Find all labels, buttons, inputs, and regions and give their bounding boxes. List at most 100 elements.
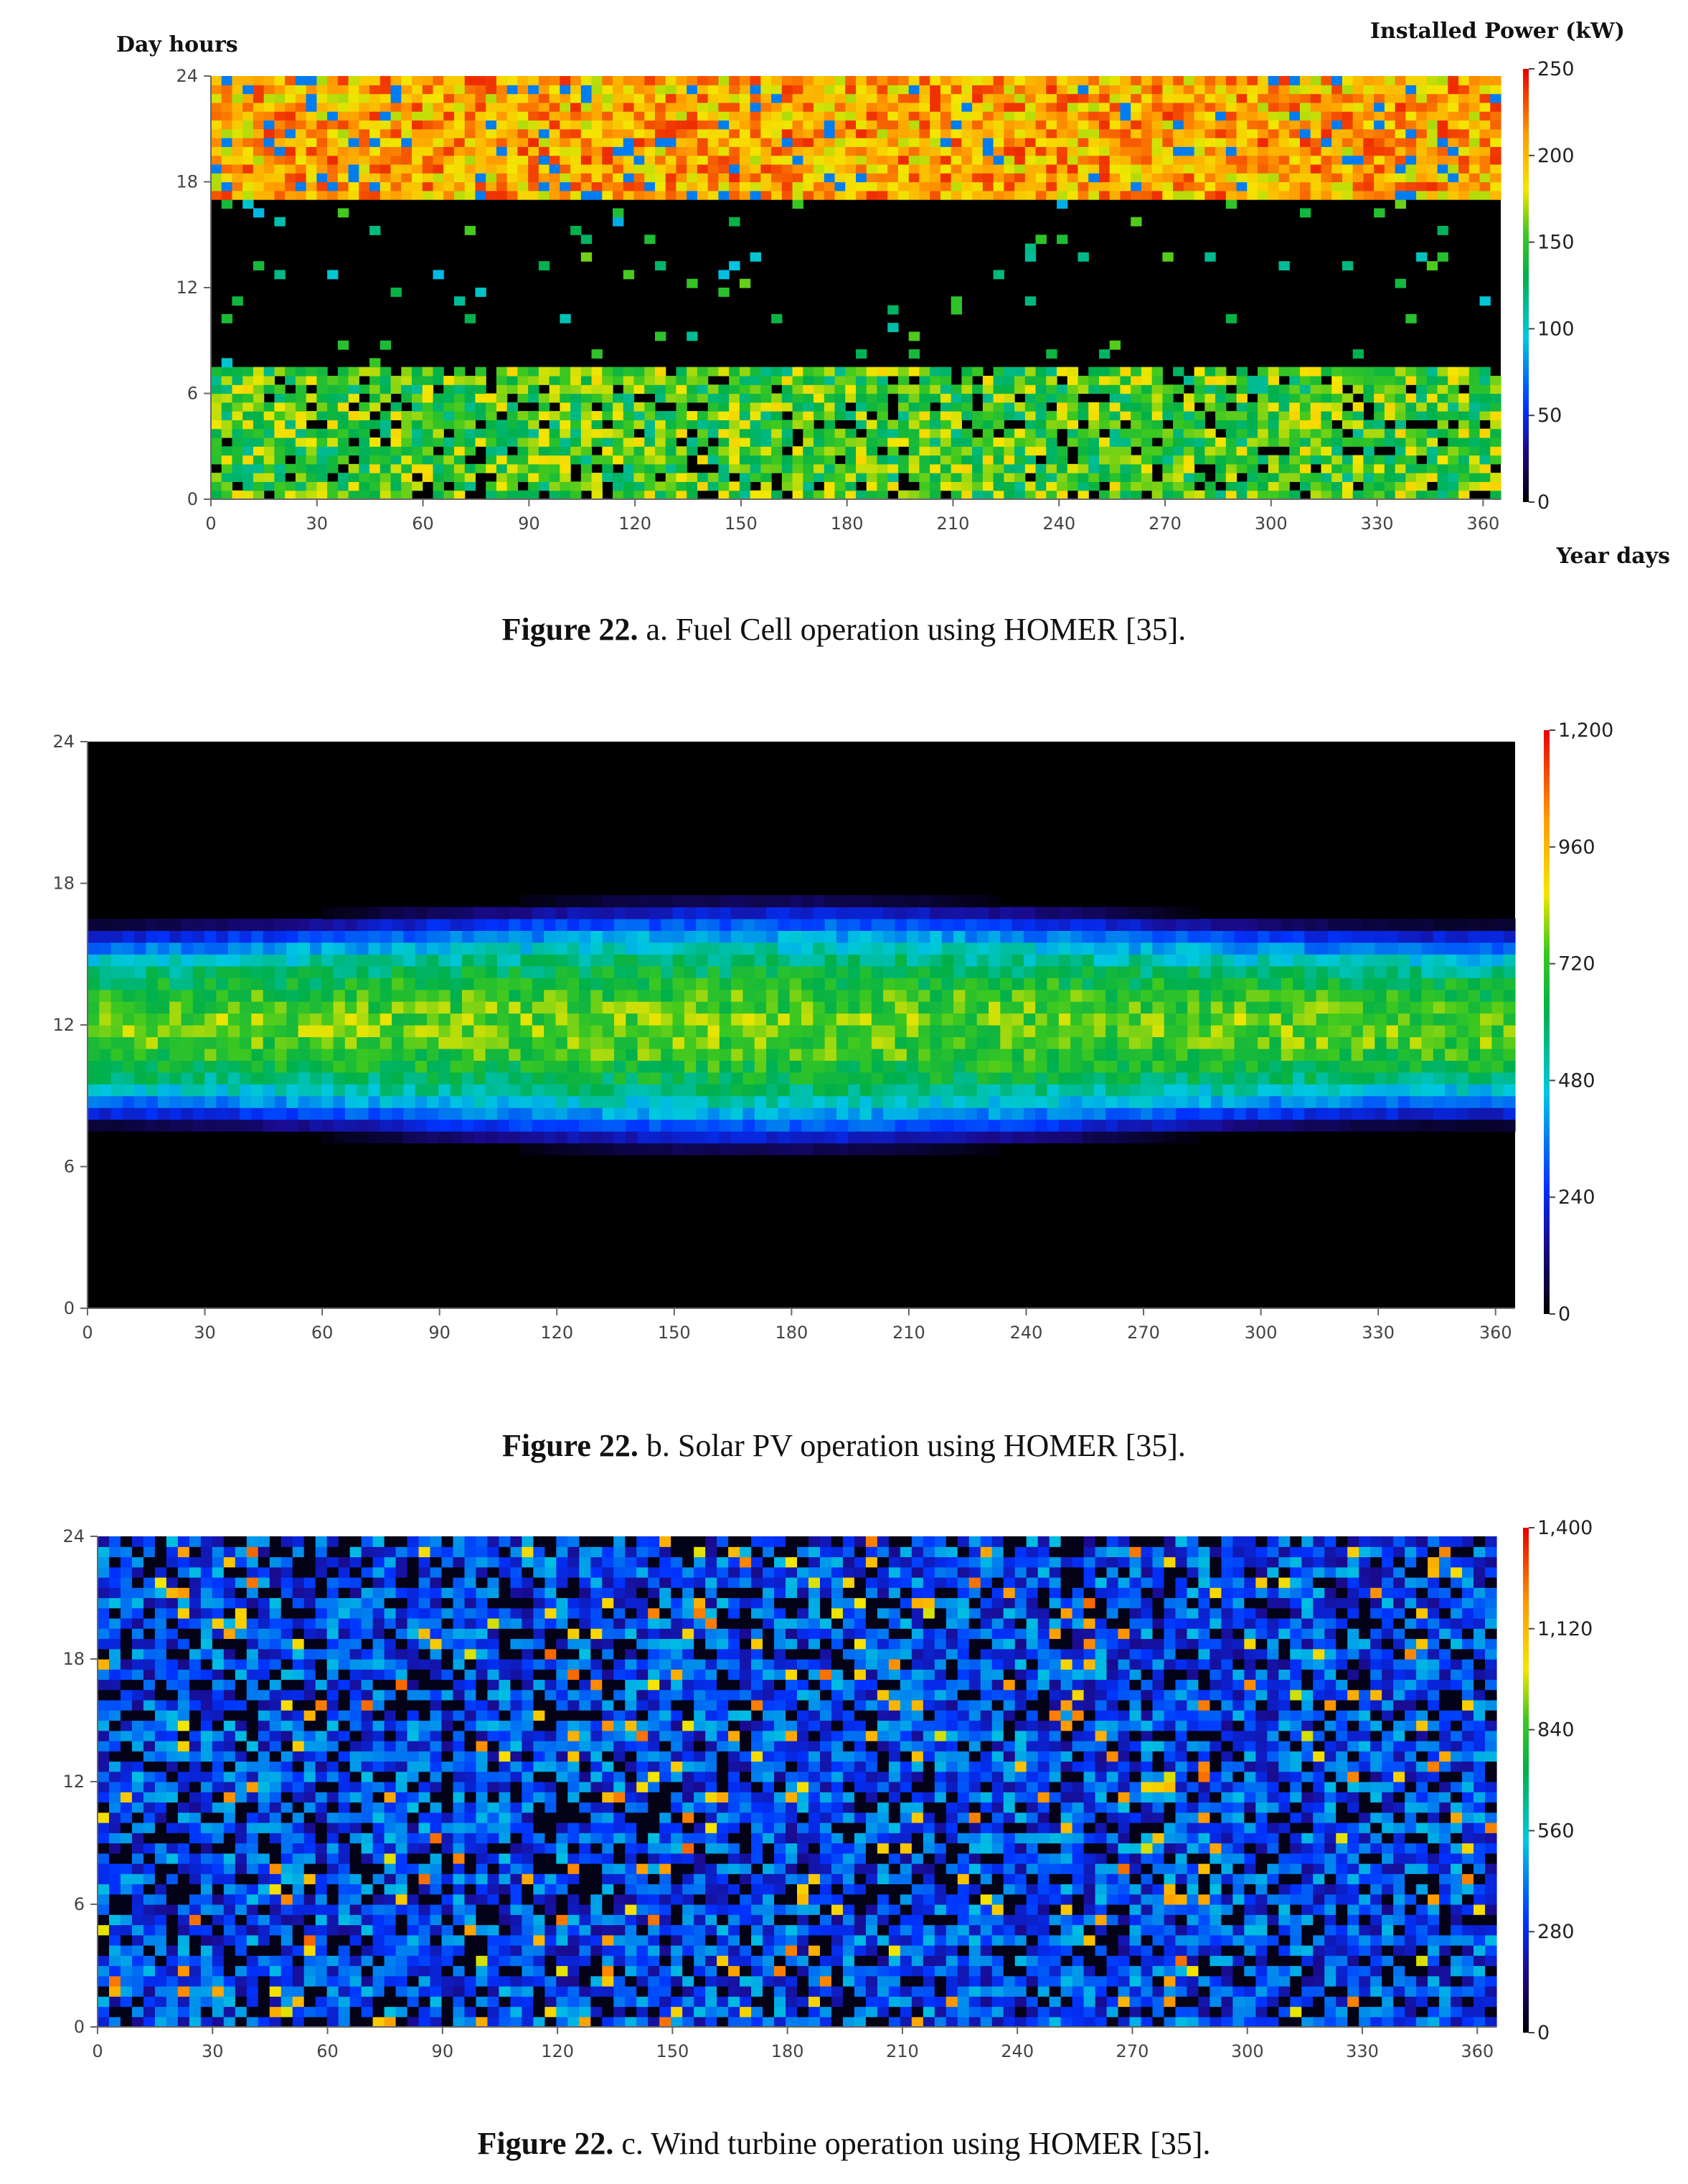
- heatmap-cell: [883, 894, 896, 908]
- heatmap-cell: [696, 1084, 709, 1097]
- heatmap-cell: [1014, 102, 1026, 112]
- heatmap-cell: [1448, 146, 1459, 156]
- heatmap-cell: [216, 1060, 229, 1073]
- heatmap-cell: [359, 402, 370, 412]
- heatmap-cell: [157, 1001, 170, 1014]
- heatmap-cell: [1299, 181, 1311, 192]
- heatmap-cell: [778, 907, 791, 920]
- heatmap-cell: [1183, 402, 1195, 412]
- heatmap-cell: [580, 120, 593, 130]
- heatmap-cell: [919, 138, 930, 147]
- heatmap-cell: [897, 128, 910, 138]
- heatmap-cell: [263, 402, 275, 412]
- heatmap-cell: [232, 155, 243, 165]
- heatmap-cell: [1024, 411, 1037, 420]
- heatmap-cell: [687, 128, 698, 138]
- heatmap-cell: [1141, 111, 1153, 121]
- heatmap-cell: [1204, 164, 1216, 174]
- heatmap-cell: [286, 1048, 299, 1061]
- heatmap-cell: [1363, 375, 1375, 385]
- heatmap-cell: [1109, 393, 1121, 403]
- heatmap-cell: [982, 490, 994, 500]
- heatmap-cell: [814, 111, 825, 121]
- heatmap-cell: [357, 1095, 369, 1108]
- heatmap-cell: [834, 481, 846, 491]
- heatmap-cell: [754, 1072, 767, 1084]
- heatmap-cell: [1299, 85, 1311, 95]
- heatmap-cell: [496, 463, 508, 473]
- heatmap-cell: [403, 989, 416, 1002]
- heatmap-cell: [1374, 181, 1385, 192]
- heatmap-cell: [707, 1025, 720, 1038]
- heatmap-cell: [1426, 120, 1438, 130]
- heatmap-cell: [368, 1095, 381, 1108]
- heatmap-cell: [866, 463, 878, 473]
- heatmap-cell: [242, 481, 254, 491]
- heatmap-cell: [485, 1095, 498, 1108]
- heatmap-cell: [742, 1025, 755, 1038]
- heatmap-cell: [221, 358, 233, 368]
- heatmap-cell: [509, 965, 522, 978]
- heatmap-cell: [750, 367, 761, 377]
- heatmap-cell: [687, 278, 698, 288]
- heatmap-cell: [295, 138, 307, 147]
- heatmap-cell: [707, 146, 720, 156]
- heatmap-cell: [1024, 146, 1037, 156]
- heatmap-cell: [1352, 402, 1364, 412]
- heatmap-cell: [836, 978, 849, 991]
- heatmap-cell: [1014, 446, 1026, 456]
- heatmap-cell: [707, 1095, 720, 1108]
- heatmap-cell: [707, 138, 720, 147]
- heatmap-cell: [509, 930, 522, 943]
- heatmap-cell: [204, 978, 217, 991]
- heatmap-cell: [274, 190, 286, 200]
- heatmap-cell: [392, 930, 405, 943]
- heatmap-cell: [357, 1084, 369, 1097]
- heatmap-cell: [707, 978, 720, 991]
- heatmap-cell: [1151, 93, 1163, 103]
- heatmap-cell: [982, 463, 994, 473]
- heatmap-cell: [1395, 411, 1406, 420]
- heatmap-cell: [146, 1036, 159, 1049]
- heatmap-cell: [836, 1107, 849, 1120]
- heatmap-cell: [110, 965, 123, 978]
- heatmap-cell: [506, 146, 518, 156]
- heatmap-cell: [623, 173, 635, 183]
- heatmap-cell: [321, 1119, 334, 1132]
- heatmap-cell: [729, 93, 740, 103]
- heatmap-cell: [1183, 428, 1195, 438]
- heatmap-cell: [1416, 155, 1428, 165]
- heatmap-cell: [803, 375, 814, 385]
- heatmap-cell: [379, 1025, 392, 1038]
- heatmap-cell: [1310, 173, 1322, 183]
- heatmap-cell: [614, 894, 626, 908]
- heatmap-cell: [560, 128, 571, 138]
- heatmap-cell: [538, 190, 550, 200]
- heatmap-cell: [918, 907, 931, 920]
- heatmap-cell: [982, 155, 994, 165]
- heatmap-cell: [327, 463, 339, 473]
- heatmap-cell: [1204, 428, 1216, 438]
- heatmap-cell: [1363, 173, 1375, 183]
- heatmap-cell: [739, 181, 751, 192]
- heatmap-cell: [637, 978, 650, 991]
- heatmap-cell: [696, 978, 709, 991]
- heatmap-cell: [613, 367, 624, 377]
- heatmap-cell: [333, 918, 346, 931]
- heatmap-cell: [729, 481, 740, 491]
- heatmap-cell: [359, 146, 370, 156]
- heatmap-cell: [415, 965, 428, 978]
- heatmap-cell: [778, 918, 791, 931]
- heatmap-cell: [1321, 102, 1332, 112]
- heatmap-cell: [908, 331, 920, 341]
- heatmap-cell: [1204, 93, 1216, 103]
- heatmap-cell: [549, 111, 560, 121]
- heatmap-cell: [306, 428, 317, 438]
- heatmap-cell: [1299, 128, 1311, 138]
- heatmap-cell: [1004, 190, 1015, 200]
- heatmap-cell: [1173, 128, 1184, 138]
- heatmap-cell: [1448, 164, 1459, 174]
- heatmap-cell: [1363, 463, 1375, 473]
- heatmap-cell: [538, 463, 550, 473]
- heatmap-cell: [941, 989, 954, 1002]
